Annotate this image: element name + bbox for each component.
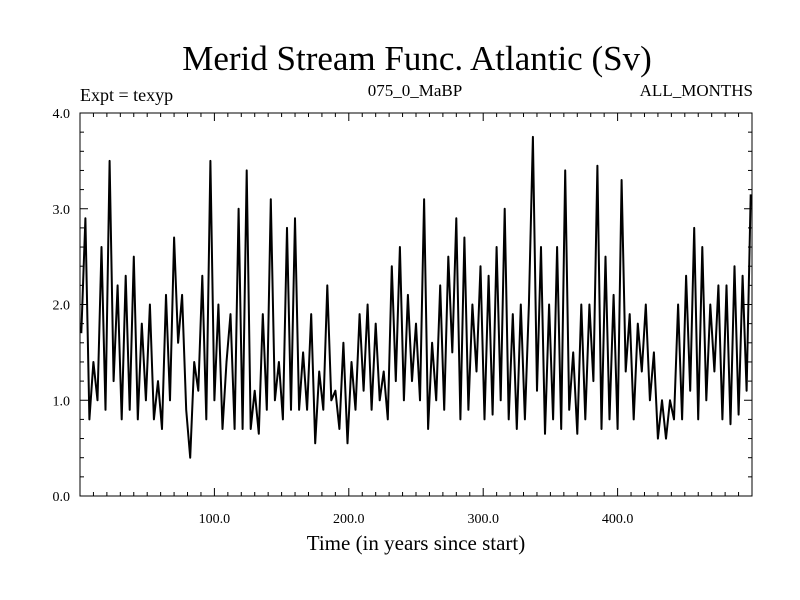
y-tick-label: 2.0 (53, 299, 71, 314)
y-tick-label: 4.0 (53, 107, 71, 122)
x-axis-label: Time (in years since start) (307, 531, 526, 555)
series-line (80, 135, 752, 459)
experiment-label: Expt = texyp (80, 85, 173, 105)
chart-title: Merid Stream Func. Atlantic (Sv) (182, 39, 652, 78)
months-label: ALL_MONTHS (640, 81, 753, 100)
y-tick-label: 3.0 (53, 203, 71, 218)
x-tick-label: 100.0 (199, 512, 231, 527)
plot-area: 0.0 1.0 2.0 3.0 4.0 100.0 200.0 300.0 400.0 (53, 107, 752, 527)
y-tick-label: 0.0 (53, 490, 71, 505)
x-tick-label: 200.0 (333, 512, 365, 527)
plot-frame (79, 112, 753, 497)
x-tick-label: 400.0 (602, 512, 634, 527)
y-tick-label: 1.0 (53, 394, 71, 409)
x-tick-label: 300.0 (467, 512, 499, 527)
dataset-label: 075_0_MaBP (368, 81, 462, 100)
